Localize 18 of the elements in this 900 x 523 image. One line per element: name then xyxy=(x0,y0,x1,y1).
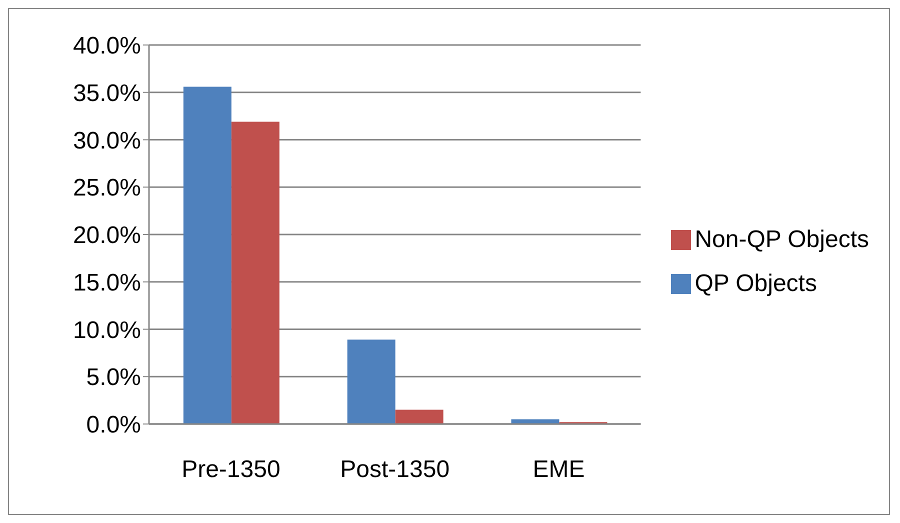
x-tick-label: EME xyxy=(532,456,585,484)
y-tick-label: 40.0% xyxy=(72,32,141,60)
bar xyxy=(231,122,280,424)
y-tick-label: 15.0% xyxy=(72,269,141,296)
bar xyxy=(395,410,444,424)
bar xyxy=(347,340,396,424)
y-tick-label: 5.0% xyxy=(86,364,141,392)
y-tick-label: 25.0% xyxy=(72,174,141,202)
legend-label: QP Objects xyxy=(694,270,817,296)
y-tick-label: 10.0% xyxy=(72,316,141,344)
y-tick-label: 20.0% xyxy=(72,222,141,250)
y-tick-label: 0.0% xyxy=(86,412,141,439)
y-tick-label: 35.0% xyxy=(72,80,141,107)
x-tick-label: Post-1350 xyxy=(340,456,450,484)
legend-label: Non-QP Objects xyxy=(694,226,869,252)
bar xyxy=(183,86,232,424)
x-tick-label: Pre-1350 xyxy=(182,456,280,484)
y-tick-label: 30.0% xyxy=(72,127,141,154)
